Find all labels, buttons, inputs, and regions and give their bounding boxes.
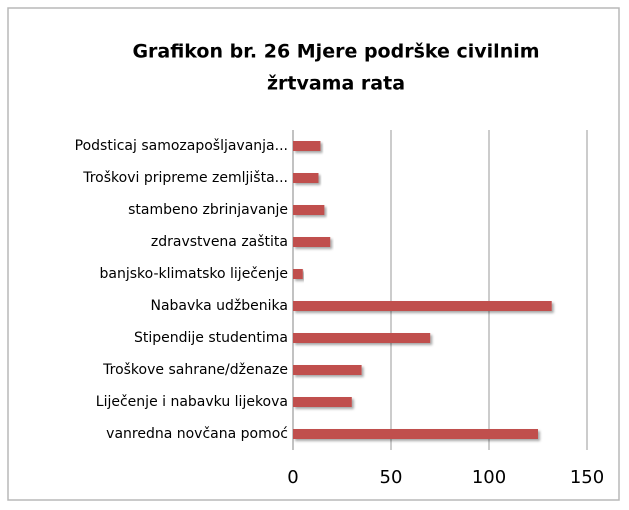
bar xyxy=(293,365,362,375)
y-tick-label: Liječenje i nabavku lijekova xyxy=(96,394,288,410)
y-tick-label: zdravstvena zaštita xyxy=(151,234,288,250)
y-tick-label: Podsticaj samozapošljavanja... xyxy=(75,138,288,154)
bar xyxy=(293,397,352,407)
bar xyxy=(293,237,331,247)
x-tick-label: 0 xyxy=(287,467,298,488)
bar xyxy=(293,141,321,151)
y-tick-label: Troškovi pripreme zemljišta... xyxy=(82,170,288,186)
bar xyxy=(293,269,303,279)
x-tick-label: 50 xyxy=(380,467,403,488)
chart-frame xyxy=(7,7,620,501)
y-tick-label: Nabavka udžbenika xyxy=(150,298,288,314)
y-tick-label: stambeno zbrinjavanje xyxy=(128,202,288,218)
y-tick-label: banjsko-klimatsko liječenje xyxy=(100,266,289,282)
chart-title: Grafikon br. 26 Mjere podrške civilnim xyxy=(132,41,539,63)
bar xyxy=(293,173,319,183)
bar xyxy=(293,205,325,215)
x-tick-label: 100 xyxy=(472,467,506,488)
bar xyxy=(293,333,431,343)
chart-title: žrtvama rata xyxy=(267,73,405,95)
y-tick-label: Stipendije studentima xyxy=(134,330,288,346)
x-tick-label: 150 xyxy=(570,467,604,488)
y-tick-label: Troškove sahrane/dženaze xyxy=(102,362,288,378)
bar xyxy=(293,429,538,439)
bar xyxy=(293,301,552,311)
y-tick-label: vanredna novčana pomoć xyxy=(106,426,288,442)
